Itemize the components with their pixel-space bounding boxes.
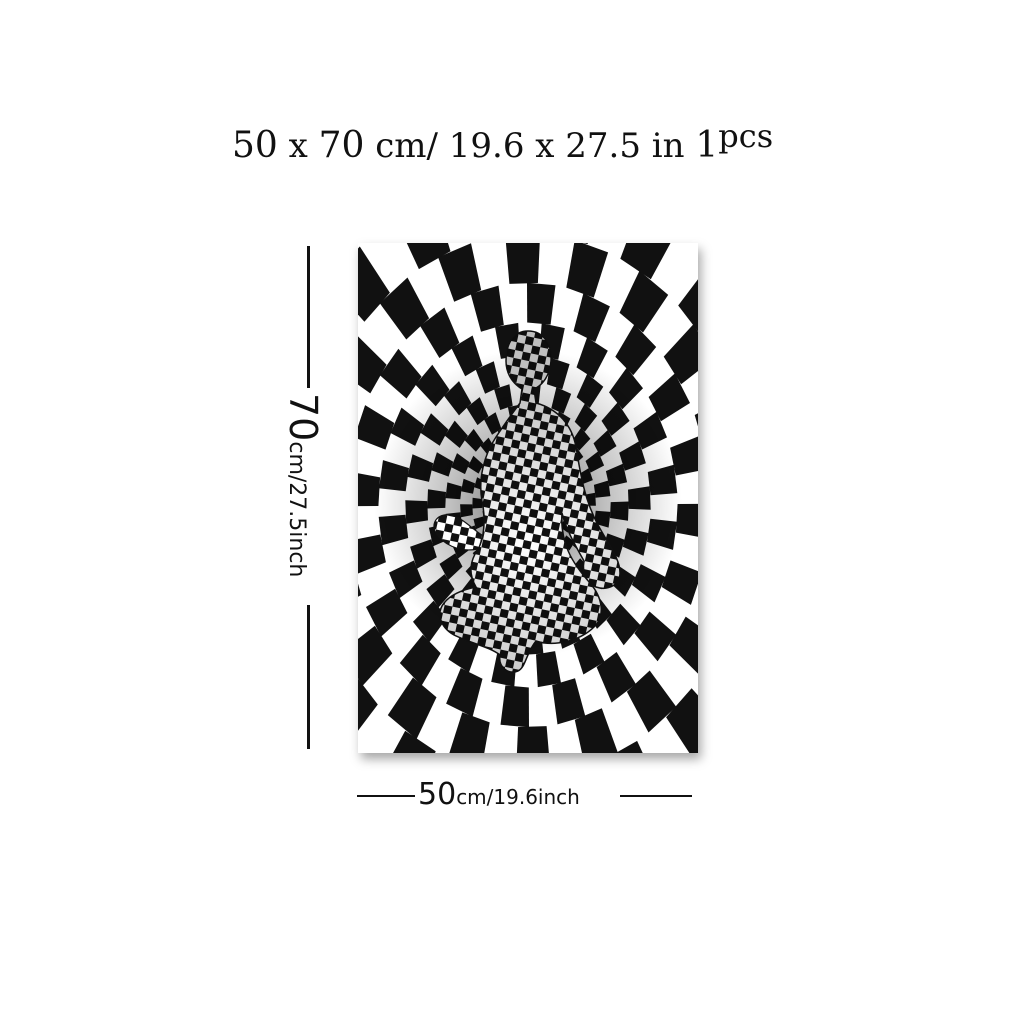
height-label-units: cm/27.5inch xyxy=(284,441,309,578)
height-label: 70cm/27.5inch xyxy=(281,393,325,578)
width-dimension-line-right xyxy=(620,795,692,797)
title-height-in: 27.5 xyxy=(565,126,641,166)
canvas-print xyxy=(358,243,698,753)
height-label-number: 70 xyxy=(281,393,325,442)
title-times-1: x xyxy=(277,126,319,166)
checkered-vortex-artwork xyxy=(358,243,698,753)
title-width-cm: 50 xyxy=(232,125,278,166)
height-dimension-line-top xyxy=(307,246,310,388)
size-title: 50 x 70 cm/ 19.6 x 27.5 in 1pcs xyxy=(232,120,773,166)
title-in-unit: in xyxy=(640,126,696,166)
title-height-cm: 70 xyxy=(318,125,365,166)
title-quantity: 1 xyxy=(695,125,719,166)
title-pcs: pcs xyxy=(718,117,774,155)
width-dimension-line-left xyxy=(357,795,415,797)
title-times-2: x xyxy=(524,126,566,166)
title-cm-unit: cm/ xyxy=(364,126,449,166)
width-label-units: cm/19.6inch xyxy=(456,785,580,809)
height-dimension-line-bottom xyxy=(307,605,310,749)
width-label: 50cm/19.6inch xyxy=(418,780,580,810)
title-width-in: 19.6 xyxy=(448,126,525,166)
checkered-figure xyxy=(433,330,621,673)
width-label-number: 50 xyxy=(418,777,457,812)
